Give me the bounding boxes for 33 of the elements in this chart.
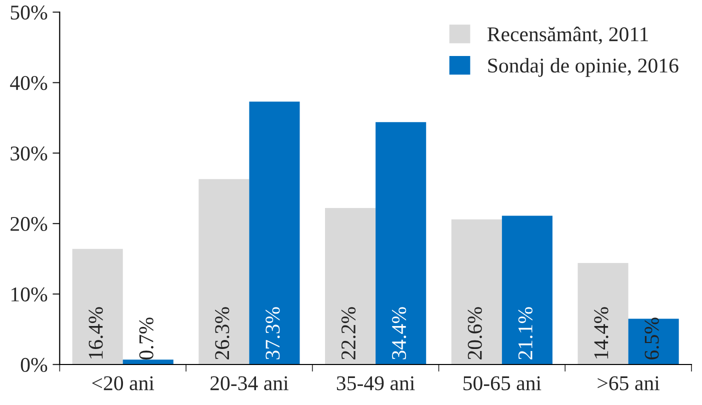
bar	[72, 248, 123, 364]
data-label: 14.4%	[594, 307, 608, 358]
y-tick-label: 30%	[10, 146, 48, 161]
data-label: 16.4%	[88, 307, 103, 358]
legend-label: Sondaj de opinie, 2016	[488, 58, 678, 77]
bar	[122, 360, 174, 364]
bar	[325, 208, 376, 364]
bar	[628, 318, 679, 364]
y-tick-label: 40%	[10, 76, 48, 90]
data-label: 21.1%	[518, 307, 533, 360]
bar	[451, 219, 502, 364]
x-tick-label: <20 ani	[92, 376, 154, 390]
x-tick-label: 20-34 ani	[210, 376, 288, 390]
bar	[198, 179, 250, 364]
data-label: 20.6%	[468, 307, 482, 360]
x-tick-label: 35-49 ani	[336, 376, 415, 390]
data-label: 0.7%	[139, 318, 154, 360]
legend-label: Recensământ, 2011	[487, 26, 648, 44]
data-label: 22.2%	[341, 307, 356, 360]
bar	[376, 122, 426, 364]
y-tick-label: 50%	[10, 6, 48, 20]
data-label: 34.4%	[392, 307, 406, 360]
x-tick-label: >65 ani	[598, 376, 660, 390]
bar	[249, 102, 300, 364]
y-tick-label: 20%	[10, 216, 48, 232]
data-label: 6.5%	[644, 318, 659, 360]
data-label: 26.3%	[215, 307, 230, 360]
bar	[578, 263, 628, 364]
y-tick-label: 0%	[20, 358, 48, 372]
bar	[502, 216, 552, 364]
x-tick-label: 50-65 ani	[464, 376, 542, 390]
y-tick-label: 10%	[12, 287, 48, 302]
data-label: 37.3%	[266, 307, 280, 360]
